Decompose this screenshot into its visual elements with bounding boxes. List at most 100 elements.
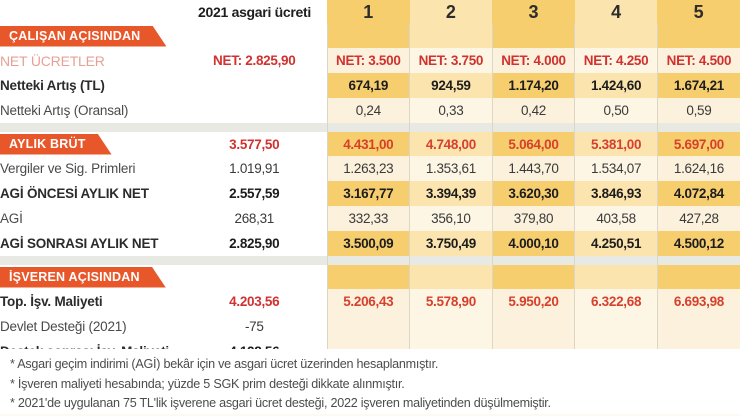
header-scenario-4[interactable]: 4 — [574, 0, 658, 24]
header-scenario-1[interactable]: 1 — [327, 0, 410, 24]
row-value: NET: 4.500 — [656, 48, 740, 73]
row-value: 3.500,09 — [326, 231, 410, 256]
row-value: 1.353,61 — [409, 156, 493, 181]
row-value: 3.750,49 — [409, 231, 493, 256]
footnote: * İşveren maliyeti hesabında; yüzde 5 SG… — [10, 376, 405, 391]
row-value: 0,42 — [491, 98, 575, 123]
row-value: 3.846,93 — [574, 181, 658, 206]
section-banner-row: İŞVEREN AÇISINDAN — [0, 265, 740, 289]
section-banner-row: AYLIK BRÜT 3.577,50 4.431,00 4.748,00 5.064,… — [0, 132, 740, 156]
row-value: 5.206,43 — [326, 289, 410, 314]
row-value: NET: 3.500 — [326, 48, 410, 73]
row-value: 3.167,77 — [326, 181, 410, 206]
header-scenario-5[interactable]: 5 — [657, 0, 740, 24]
row-value-2021: 1.019,91 — [182, 156, 327, 181]
row-value-2021: -75 — [182, 314, 327, 339]
section-banner-value: 5.697,00 — [656, 132, 740, 156]
row-label: Top. İşv. Maliyeti — [0, 289, 182, 314]
row-value: 6.322,68 — [574, 289, 658, 314]
section-banner-empty — [491, 265, 575, 289]
row-value: 1.443,70 — [491, 156, 575, 181]
row-value: 332,33 — [326, 206, 410, 231]
row-value: 0,50 — [574, 98, 658, 123]
row-value: 5.950,20 — [491, 289, 575, 314]
table-row: Netteki Artış (Oransal) 0,24 0,33 0,42 0,50 0… — [0, 98, 740, 123]
row-value: 3.394,39 — [409, 181, 493, 206]
row-value-2021: 2.825,90 — [182, 231, 327, 256]
row-value-2021: 2.557,59 — [182, 181, 327, 206]
row-label: AGİ — [0, 206, 182, 231]
table-row: Top. İşv. Maliyeti 4.203,56 5.206,43 5.578,… — [0, 289, 740, 314]
row-value-2021 — [182, 73, 327, 98]
section-gap-left — [0, 256, 327, 265]
section-gap-cell — [574, 256, 658, 265]
section-banner-row: ÇALIŞAN AÇISINDAN — [0, 24, 740, 48]
row-value: 674,19 — [326, 73, 410, 98]
row-label: AGİ SONRASI AYLIK NET — [0, 231, 182, 256]
table-row: AGİ 268,31 332,33 356,10 379,80 403,58 427,28 — [0, 206, 740, 231]
row-value: 5.578,90 — [409, 289, 493, 314]
row-label: Netteki Artış (Oransal) — [0, 98, 182, 123]
section-gap-cell — [326, 123, 410, 132]
row-label: Netteki Artış (TL) — [0, 73, 182, 98]
table-row: Devlet Desteği (2021) -75 — [0, 314, 740, 339]
table-row: AGİ ÖNCESİ AYLIK NET 2.557,59 3.167,77 3.39… — [0, 181, 740, 206]
row-value: 6.693,98 — [656, 289, 740, 314]
section-gap-cell — [409, 256, 493, 265]
section-banner-cell: ÇALIŞAN AÇISINDAN — [0, 24, 182, 48]
section-banner-empty — [326, 24, 410, 48]
section-gap-left — [0, 123, 327, 132]
row-value: 0,24 — [326, 98, 410, 123]
section-gap-cell — [656, 123, 740, 132]
section-gap — [0, 123, 740, 132]
section-banner-empty — [656, 265, 740, 289]
row-value: 1.263,23 — [326, 156, 410, 181]
row-value: 1.534,07 — [574, 156, 658, 181]
section-banner-label: ÇALIŞAN AÇISINDAN — [0, 26, 166, 47]
row-value: 3.620,30 — [491, 181, 575, 206]
section-banner-spacer — [182, 24, 327, 48]
table-row: Vergiler ve Sig. Primleri 1.019,91 1.263,2… — [0, 156, 740, 181]
table-row: Netteki Artış (TL) 674,19 924,59 1.174,20 1.… — [0, 73, 740, 98]
row-value: 4.072,84 — [656, 181, 740, 206]
row-value — [574, 314, 658, 339]
row-value: 4.250,51 — [574, 231, 658, 256]
header-spacer — [0, 0, 182, 24]
row-value: 403,58 — [574, 206, 658, 231]
row-label: Vergiler ve Sig. Primleri — [0, 156, 182, 181]
section-gap-cell — [491, 123, 575, 132]
row-value: 4.500,12 — [656, 231, 740, 256]
section-banner-cell: AYLIK BRÜT — [0, 132, 182, 156]
row-label: NET ÜCRETLER — [0, 48, 182, 73]
row-label: Devlet Desteği (2021) — [0, 314, 182, 339]
footnote: * 2021'de uygulanan 75 TL'lik işverene a… — [10, 396, 551, 411]
row-value: 1.174,20 — [491, 73, 575, 98]
row-value — [491, 314, 575, 339]
row-value: 924,59 — [409, 73, 493, 98]
row-value — [656, 314, 740, 339]
row-value: 4.000,10 — [491, 231, 575, 256]
row-label: AGİ ÖNCESİ AYLIK NET — [0, 181, 182, 206]
row-value-2021: 268,31 — [182, 206, 327, 231]
section-banner-empty — [409, 24, 493, 48]
row-value-2021: NET: 2.825,90 — [182, 48, 327, 73]
table-row: NET ÜCRETLER NET: 2.825,90 NET: 3.500 NET: … — [0, 48, 740, 73]
footnote: * Asgari geçim indirimi (AGİ) bekâr için… — [10, 357, 439, 371]
row-value-2021 — [182, 98, 327, 123]
section-banner-label: AYLIK BRÜT — [0, 134, 112, 155]
row-value: NET: 3.750 — [409, 48, 493, 73]
row-value: 1.624,16 — [656, 156, 740, 181]
header-scenario-2[interactable]: 2 — [409, 0, 493, 24]
row-value: 0,33 — [409, 98, 493, 123]
section-banner-value-2021: 3.577,50 — [182, 132, 327, 156]
section-gap-cell — [574, 123, 658, 132]
row-value — [326, 314, 410, 339]
row-value: NET: 4.000 — [491, 48, 575, 73]
section-banner-empty — [574, 24, 658, 48]
header-scenario-3[interactable]: 3 — [492, 0, 575, 24]
section-gap-cell — [491, 256, 575, 265]
row-value: 379,80 — [491, 206, 575, 231]
section-banner-label: İŞVEREN AÇISINDAN — [0, 267, 166, 288]
section-banner-empty — [574, 265, 658, 289]
